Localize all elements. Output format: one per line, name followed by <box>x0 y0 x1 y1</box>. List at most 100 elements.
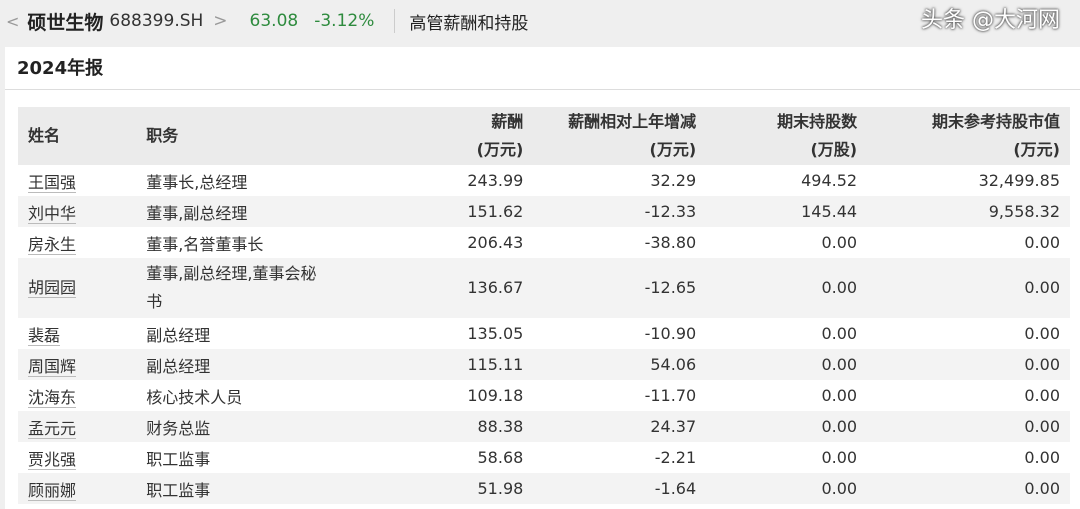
position-cell: 职工监事 <box>136 442 335 473</box>
salary-change-cell: -10.90 <box>533 318 706 349</box>
table-row: 孟元元 财务总监 88.38 24.37 0.00 0.00 <box>18 411 1070 442</box>
table-row: 周国辉 副总经理 115.11 54.06 0.00 0.00 <box>18 349 1070 380</box>
header-label: 薪酬 <box>491 112 524 131</box>
name-cell: 王国强 <box>18 165 136 196</box>
cell-text: 145.44 <box>801 202 858 221</box>
cell-text: -11.70 <box>644 386 697 405</box>
cell-text: 243.99 <box>467 171 524 190</box>
executive-name-link[interactable]: 房永生 <box>28 234 77 255</box>
cell-text: 0.00 <box>821 386 858 405</box>
market-value-cell: 0.00 <box>867 349 1070 380</box>
cell-text: 0.00 <box>821 355 858 374</box>
cell-text: 115.11 <box>467 355 524 374</box>
name-cell: 周国辉 <box>18 349 137 380</box>
cell-text: 0.00 <box>821 233 858 252</box>
cell-text: 32,499.85 <box>978 171 1060 190</box>
salary-cell: 115.11 <box>335 349 534 380</box>
position-cell: 董事,副总经理 <box>136 196 336 227</box>
cell-text: 0.00 <box>1024 448 1060 467</box>
cell-text: 0.00 <box>1024 386 1060 405</box>
salary-change-cell: -2.21 <box>533 442 706 473</box>
market-value-cell: 0.00 <box>867 227 1070 258</box>
executive-name-link[interactable]: 胡园园 <box>28 278 77 298</box>
cell-text: 0.00 <box>1024 417 1060 436</box>
name-cell: 顾丽娜 <box>18 473 137 504</box>
cell-text: 0.00 <box>821 324 858 343</box>
cell-text: 董事,副总经理,董事会秘书 <box>146 264 317 311</box>
executive-name-link[interactable]: 周国辉 <box>28 356 77 377</box>
cell-text: 494.52 <box>801 171 858 190</box>
position-cell: 财务总监 <box>136 411 336 442</box>
cell-text: 0.00 <box>1024 324 1060 343</box>
cell-text: 0.00 <box>821 417 858 436</box>
cell-text: 董事,副总经理 <box>146 203 248 223</box>
cell-text: 0.00 <box>821 479 858 498</box>
cell-text: 32.29 <box>650 171 697 190</box>
header-label: 职务 <box>146 126 179 145</box>
cell-text: -10.90 <box>644 324 697 343</box>
header-unit: (万元) <box>476 140 524 159</box>
executive-name-link[interactable]: 孟元元 <box>28 418 77 439</box>
salary-change-cell: -38.80 <box>533 227 706 258</box>
chevron-right-icon[interactable]: > <box>213 11 228 31</box>
position-cell: 职工监事 <box>136 473 336 504</box>
cell-text: 0.00 <box>821 278 858 297</box>
cell-text: 54.06 <box>650 355 697 374</box>
table-row: 裴磊 副总经理 135.05 -10.90 0.00 0.00 <box>18 318 1070 349</box>
executive-name-link[interactable]: 顾丽娜 <box>28 480 77 501</box>
salary-cell: 151.62 <box>335 196 534 227</box>
salary-cell: 88.38 <box>335 411 534 442</box>
cell-text: 9,558.32 <box>988 202 1060 221</box>
salary-cell: 206.43 <box>335 227 533 258</box>
table-row: 刘中华 董事,副总经理 151.62 -12.33 145.44 9,558.32 <box>18 196 1070 227</box>
salary-cell: 109.18 <box>335 380 533 411</box>
name-cell: 沈海东 <box>18 380 136 411</box>
shares-cell: 0.00 <box>706 227 867 258</box>
chevron-left-icon[interactable]: < <box>6 11 20 31</box>
executive-name-link[interactable]: 贾兆强 <box>28 449 77 470</box>
salary-change-cell: -12.33 <box>533 196 707 227</box>
position-cell: 核心技术人员 <box>136 380 335 411</box>
cell-text: 51.98 <box>477 479 524 498</box>
watermark: 头条 @大河网 <box>921 8 1060 33</box>
header-label: 薪酬相对上年增减 <box>568 112 697 131</box>
divider <box>394 9 396 33</box>
report-title: 2024年报 <box>5 47 1080 90</box>
cell-text: 135.05 <box>467 324 524 343</box>
table-row: 胡园园 董事,副总经理,董事会秘书 136.67 -12.65 0.00 0.00 <box>18 258 1070 318</box>
header-unit: (万元) <box>1013 140 1060 159</box>
cell-text: 0.00 <box>821 448 858 467</box>
cell-text: 0.00 <box>1024 479 1060 498</box>
shares-cell: 494.52 <box>706 165 867 196</box>
cell-text: 副总经理 <box>146 356 211 376</box>
cell-text: 董事长,总经理 <box>146 172 248 192</box>
name-cell: 刘中华 <box>18 196 137 227</box>
position-cell: 董事长,总经理 <box>136 165 335 196</box>
cell-text: -12.33 <box>644 202 697 221</box>
column-header: 薪酬 (万元) <box>335 107 534 165</box>
stock-price: 63.08 <box>249 11 299 31</box>
cell-text: 0.00 <box>1024 278 1060 297</box>
cell-text: 0.00 <box>1024 233 1060 252</box>
salary-change-cell: -12.65 <box>533 258 707 318</box>
market-value-cell: 0.00 <box>867 380 1070 411</box>
salary-cell: 136.67 <box>335 258 534 318</box>
salary-cell: 51.98 <box>335 473 534 504</box>
table-row: 王国强 董事长,总经理 243.99 32.29 494.52 32,499.85 <box>18 165 1070 196</box>
cell-text: 董事,名誉董事长 <box>146 234 264 254</box>
executive-name-link[interactable]: 沈海东 <box>28 387 77 408</box>
header-label: 姓名 <box>28 126 61 145</box>
column-header: 期末参考持股市值 (万元) <box>867 107 1070 165</box>
salary-change-cell: -11.70 <box>533 380 706 411</box>
market-value-cell: 0.00 <box>867 442 1070 473</box>
market-value-cell: 0.00 <box>867 318 1070 349</box>
market-value-cell: 32,499.85 <box>867 165 1070 196</box>
executive-name-link[interactable]: 刘中华 <box>28 203 77 224</box>
shares-cell: 0.00 <box>706 258 868 318</box>
executive-name-link[interactable]: 裴磊 <box>28 325 61 346</box>
salary-change-cell: 32.29 <box>533 165 706 196</box>
executive-name-link[interactable]: 王国强 <box>28 172 77 193</box>
salary-cell: 58.68 <box>335 442 533 473</box>
salary-change-cell: -1.64 <box>533 473 707 504</box>
cell-text: 财务总监 <box>146 418 211 438</box>
